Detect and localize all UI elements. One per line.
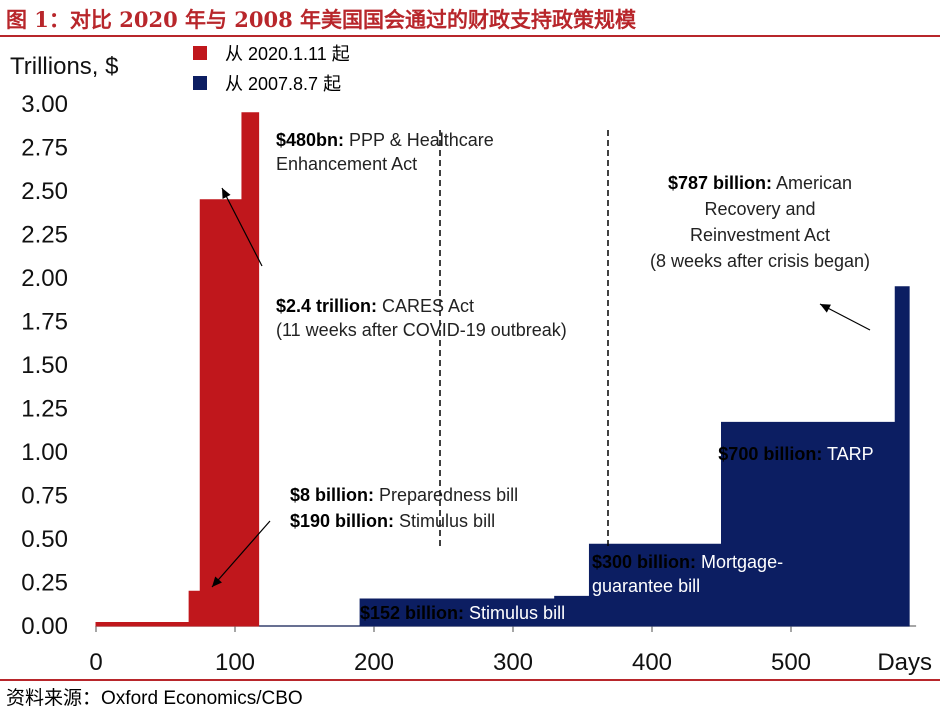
annotation-label: $480bn: PPP & Healthcare Enhancement Act: [276, 130, 494, 174]
annotation-label: $190 billion: Stimulus bill: [290, 511, 495, 531]
x-tick-label: 400: [632, 649, 672, 676]
source-label: 资料来源：: [6, 687, 102, 709]
y-tick-label: 1.25: [21, 396, 68, 423]
y-tick-label: 1.00: [21, 439, 68, 466]
source-text: Oxford Economics/CBO: [101, 688, 303, 709]
axes-layer: 0.00 0.25 0.50 0.75 1.00 1.25 1.50 1.75 2.00 2.25…: [10, 44, 932, 676]
y-tick-label: 2.50: [21, 178, 68, 205]
annotation-label: $152 billion: Stimulus bill: [360, 603, 565, 623]
y-tick-label: 3.00: [21, 91, 68, 118]
footer-rule: [0, 679, 940, 681]
y-tick-label: 1.50: [21, 352, 68, 379]
annotation-arrows: [211, 187, 871, 588]
annotation-arrow: [221, 187, 263, 267]
y-tick-label: 0.00: [21, 613, 68, 640]
y-tick-label: 2.75: [21, 135, 68, 162]
annotation-desc: American: [772, 173, 852, 193]
x-tick-label: 200: [354, 649, 394, 676]
annotation-arrow: [211, 520, 271, 588]
annotation-desc: PPP & Healthcare: [344, 130, 494, 150]
series-layer: [95, 112, 910, 627]
annotation-desc: Mortgage-: [696, 552, 783, 572]
annotation-value: $8 billion:: [290, 485, 374, 505]
annotation-label: $2.4 trillion: CARES Act (11 weeks after …: [276, 296, 567, 340]
chart-svg: 0.00 0.25 0.50 0.75 1.00 1.25 1.50 1.75 2.00 2.25…: [10, 44, 932, 676]
annotation-desc: TARP: [822, 444, 873, 464]
annotation-desc: (11 weeks after COVID-19 outbreak): [276, 320, 567, 340]
legend-label: 从 2020.1.11 起: [225, 44, 350, 64]
y-tick-label: 2.00: [21, 265, 68, 292]
annotation-desc: Reinvestment Act: [690, 225, 830, 245]
annotation-label: $700 billion: TARP: [718, 444, 873, 464]
annotation-desc: (8 weeks after crisis began): [650, 251, 870, 271]
x-axis-label: Days: [877, 649, 932, 676]
x-tick-label: 300: [493, 649, 533, 676]
legend-swatch: [193, 46, 207, 60]
y-tick-label: 1.75: [21, 309, 68, 336]
x-tick-label: 100: [215, 649, 255, 676]
x-tick-label: 0: [89, 649, 102, 676]
annotation-label: $787 billion: American Recovery and Reinve…: [650, 173, 870, 271]
annotation-desc: Stimulus bill: [464, 603, 565, 623]
annotation-desc: guarantee bill: [592, 576, 700, 596]
annotation-value: $300 billion:: [592, 552, 696, 572]
legend-label: 从 2007.8.7 起: [225, 74, 341, 94]
annotation-label: $300 billion: Mortgage-guarantee bill: [592, 552, 783, 596]
legend-swatch: [193, 76, 207, 90]
title-rule: [0, 35, 940, 37]
annotation-value: $787 billion:: [668, 173, 772, 193]
annotation-desc: Recovery and: [704, 199, 815, 219]
figure-title: 图 1：对比 2020 年与 2008 年美国国会通过的财政支持政策规模: [6, 7, 637, 32]
annotation-value: $152 billion:: [360, 603, 464, 623]
annotation-texts: $480bn: PPP & Healthcare Enhancement Act$…: [276, 130, 874, 623]
annotation-value: $480bn:: [276, 130, 344, 150]
annotation-value: $190 billion:: [290, 511, 394, 531]
annotation-value: $2.4 trillion:: [276, 296, 377, 316]
annotation-arrowhead: [222, 188, 231, 199]
y-tick-label: 0.50: [21, 526, 68, 553]
annotation-desc: CARES Act: [377, 296, 474, 316]
annotation-label: $8 billion: Preparedness bill: [290, 485, 518, 505]
source-note: 资料来源：Oxford Economics/CBO: [6, 683, 303, 710]
annotation-value: $700 billion:: [718, 444, 822, 464]
series-area-1: [96, 286, 910, 627]
annotation-desc: Preparedness bill: [374, 485, 518, 505]
y-tick-label: 2.25: [21, 222, 68, 249]
series-area-0: [95, 112, 260, 627]
annotation-arrowhead: [820, 304, 831, 313]
x-tick-label: 500: [771, 649, 811, 676]
y-tick-label: 0.25: [21, 570, 68, 597]
annotation-arrowhead: [212, 576, 222, 587]
y-tick-label: 0.75: [21, 483, 68, 510]
annotation-desc: Stimulus bill: [394, 511, 495, 531]
y-axis-label: Trillions, $: [10, 53, 118, 80]
annotation-desc: Enhancement Act: [276, 154, 417, 174]
